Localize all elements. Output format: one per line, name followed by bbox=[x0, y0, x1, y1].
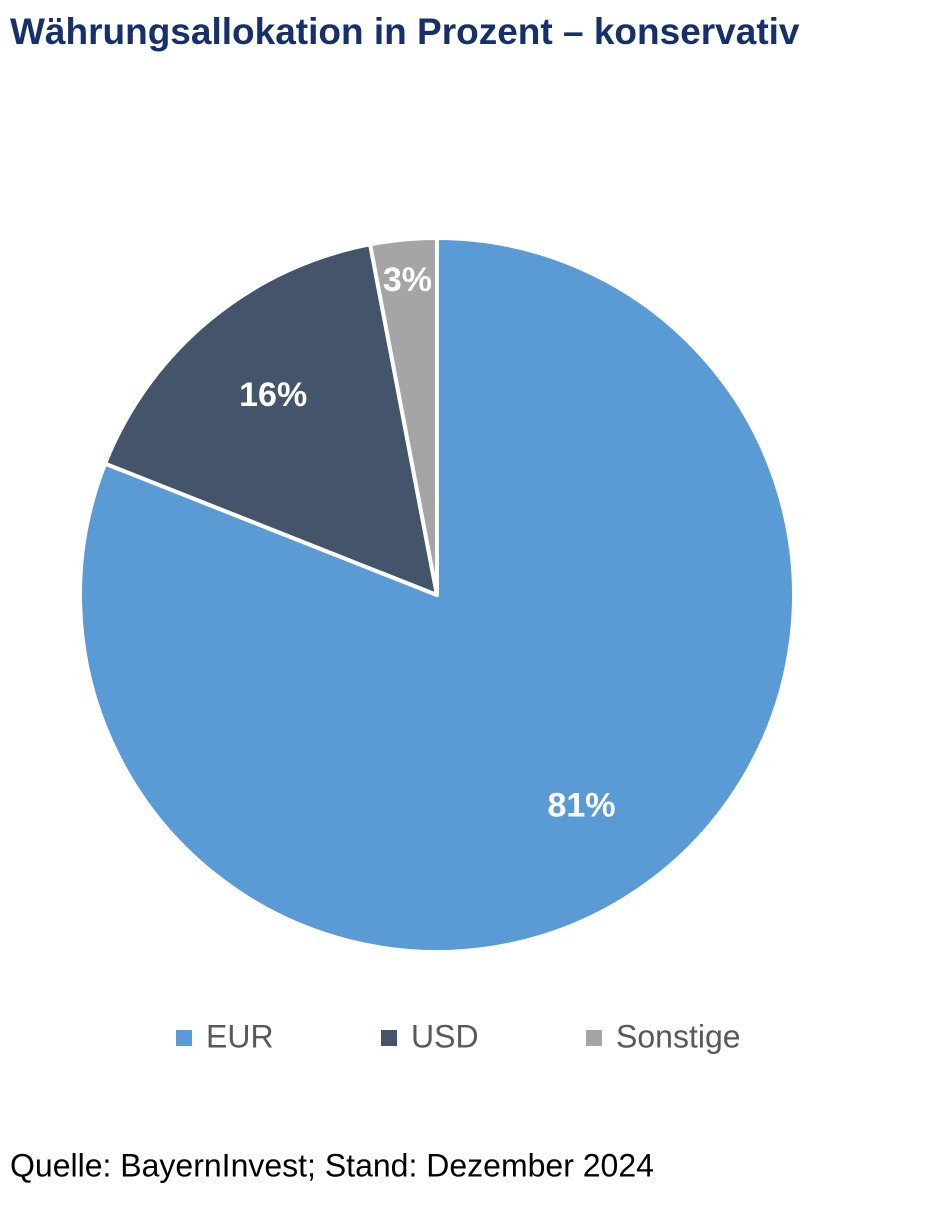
data-label: 81% bbox=[547, 787, 615, 825]
pie-slice bbox=[103, 242, 439, 597]
legend-label: EUR bbox=[206, 1018, 274, 1054]
source-note: Quelle: BayernInvest; Stand: Dezember 20… bbox=[10, 1147, 654, 1183]
legend: EUR USD Sonstige bbox=[176, 1018, 741, 1054]
legend-swatch bbox=[381, 1030, 397, 1046]
data-label: 3% bbox=[383, 261, 432, 299]
legend-label: USD bbox=[411, 1018, 479, 1054]
chart-title: Währungsallokation in Prozent – konserva… bbox=[10, 11, 800, 52]
data-label: 16% bbox=[239, 376, 307, 414]
legend-label: Sonstige bbox=[616, 1018, 741, 1054]
pie: 81% 16% 3% bbox=[78, 236, 796, 954]
legend-swatch bbox=[586, 1030, 602, 1046]
pie-slice bbox=[368, 236, 439, 597]
legend-swatch bbox=[176, 1030, 192, 1046]
